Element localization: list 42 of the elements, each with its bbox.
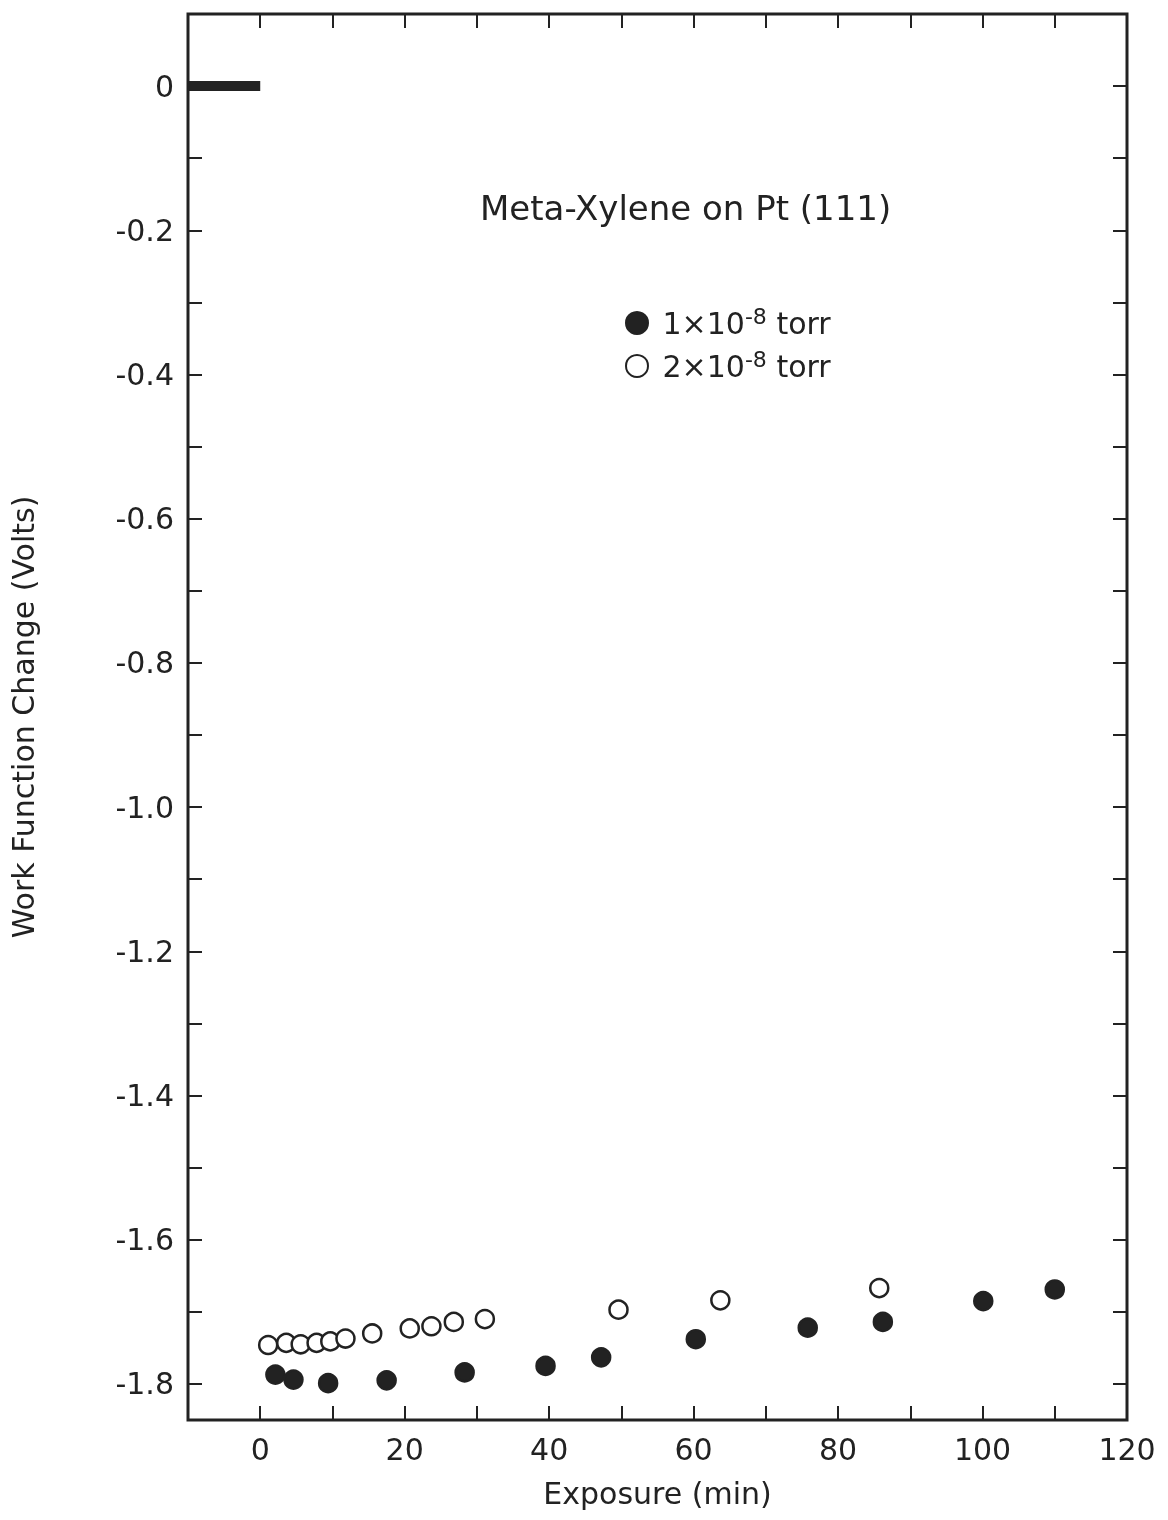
x-axis-title: Exposure (min) [543,1475,772,1511]
y-tick-label: -1.0 [115,789,174,825]
point [1044,1279,1066,1300]
y-tick-label: -1.2 [115,933,174,969]
point [872,1311,894,1333]
text: Meta-Xylene on Pt (111) [480,188,892,228]
point [335,1328,356,1349]
y-tick-label: -0.2 [115,212,174,248]
x-tick-label: 60 [674,1431,713,1467]
point [317,1372,339,1394]
y-tick-label: -0.6 [115,501,174,537]
point [454,1362,475,1383]
point [257,1334,279,1356]
point [443,1311,465,1333]
y-tick-label: -1.6 [115,1222,174,1258]
x-tick-label: 40 [530,1431,569,1467]
point [376,1370,397,1391]
point [283,1369,304,1390]
point [973,1290,994,1312]
point [710,1290,731,1311]
point [265,1364,286,1385]
x-tick-label: 20 [385,1431,424,1467]
point [361,1323,383,1344]
x-tick-label: 0 [250,1431,270,1467]
point [797,1317,818,1338]
y-tick-label: 0 [154,68,174,104]
x-tick-label: 120 [1098,1431,1156,1467]
x-tick-label: 100 [953,1431,1012,1467]
x-tick-label: 80 [818,1431,858,1467]
point [590,1347,612,1368]
y-tick-label: -1.8 [115,1366,174,1402]
point [608,1299,629,1320]
y-tick-label: -1.4 [115,1078,174,1114]
point [421,1316,442,1337]
point [399,1318,420,1339]
point [535,1355,556,1377]
point [869,1277,890,1299]
y-axis-title: Work Function Change (Volts) [5,495,41,939]
point [685,1329,707,1350]
y-tick-label: -0.8 [115,645,174,681]
y-tick-label: -0.4 [115,357,174,393]
point [474,1308,496,1330]
